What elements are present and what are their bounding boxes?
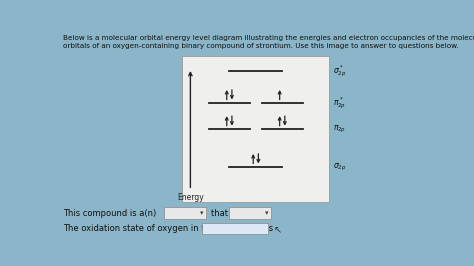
Bar [164, 207, 206, 219]
Text: ↖: ↖ [273, 226, 282, 236]
Bar [182, 56, 329, 202]
Bar [229, 207, 271, 219]
Text: The oxidation state of oxygen in this compound is: The oxidation state of oxygen in this co… [63, 224, 273, 233]
Text: Energy: Energy [177, 193, 204, 202]
Text: ▾: ▾ [200, 210, 203, 216]
Text: $\pi^*_{2p}$: $\pi^*_{2p}$ [333, 95, 346, 111]
Text: $\sigma_{2p}$: $\sigma_{2p}$ [333, 161, 346, 173]
Bar [202, 223, 268, 234]
Text: Below is a molecular orbital energy level diagram illustrating the energies and : Below is a molecular orbital energy leve… [63, 35, 474, 41]
Text: $\pi_{2p}$: $\pi_{2p}$ [333, 124, 346, 135]
Text: that is: that is [210, 209, 237, 218]
Text: $\sigma^*_{2p}$: $\sigma^*_{2p}$ [333, 63, 346, 79]
Text: ▾: ▾ [265, 210, 268, 216]
Text: This compound is a(n): This compound is a(n) [63, 209, 156, 218]
Text: orbitals of an oxygen-containing binary compound of strontium. Use this image to: orbitals of an oxygen-containing binary … [63, 43, 458, 49]
